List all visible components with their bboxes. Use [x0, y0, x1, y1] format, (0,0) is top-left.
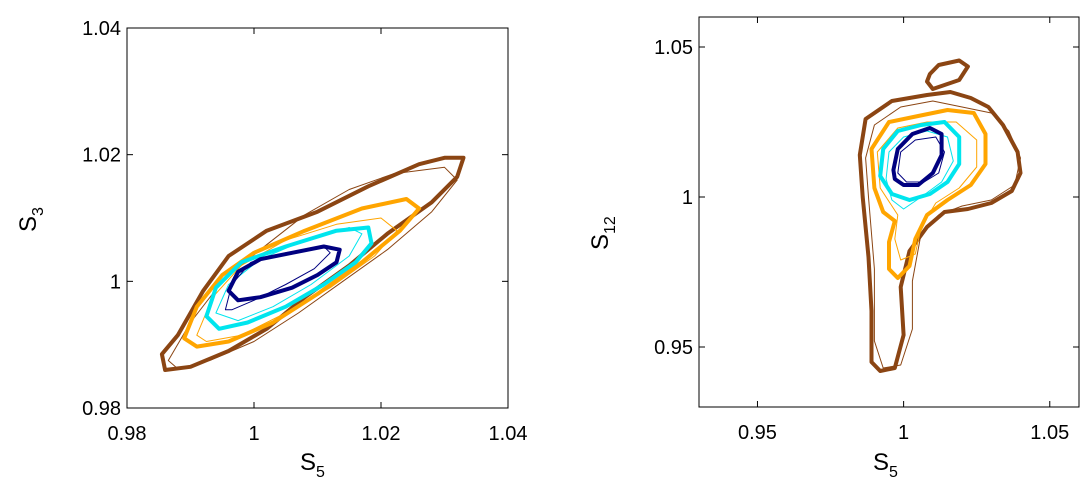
x-tick-label: 1.04 — [489, 423, 528, 445]
y-tick-label: 1.04 — [82, 18, 121, 40]
contour-line — [196, 217, 398, 342]
contour-line — [224, 246, 331, 311]
contour-line — [869, 108, 988, 280]
contour-line — [885, 130, 954, 210]
left-plot-frame — [126, 27, 509, 409]
right-contour-panel: 0.95 1 1.05 0.95 1 1.05 S5 S12 — [587, 16, 1080, 481]
x-tick-label: 1 — [898, 422, 909, 444]
contour-line — [215, 227, 363, 322]
contour-line — [159, 155, 466, 372]
contour-line — [897, 136, 945, 183]
contour-line — [878, 120, 962, 202]
contour-line — [226, 244, 342, 303]
right-contour-lines — [857, 58, 1023, 373]
right-axis-ticks: 0.95 1 1.05 0.95 1 1.05 — [654, 17, 1079, 444]
y-tick-label: 0.98 — [82, 398, 121, 420]
right-plot-frame — [698, 16, 1080, 408]
y-tick-label: 0.95 — [654, 337, 693, 359]
right-y-axis-label: S12 — [587, 216, 619, 250]
left-contour-lines — [159, 155, 466, 372]
x-tick-label: 1.05 — [1030, 422, 1069, 444]
contour-line — [204, 225, 374, 331]
y-tick-label: 1.05 — [654, 37, 693, 59]
y-tick-label: 1 — [110, 271, 121, 293]
x-tick-label: 1 — [248, 423, 259, 445]
x-tick-label: 0.95 — [738, 422, 777, 444]
contour-line — [865, 100, 1021, 369]
contour-line — [925, 58, 970, 91]
right-x-axis-label: S5 — [873, 449, 898, 481]
y-tick-label: 1 — [682, 187, 693, 209]
left-contour-panel: 0.98 1 1.02 1.04 0.98 1 1.02 1.04 S5 S3 — [15, 18, 527, 481]
left-y-axis-label: S3 — [15, 207, 47, 232]
x-tick-label: 1.02 — [362, 423, 401, 445]
left-x-axis-label: S5 — [300, 449, 325, 481]
y-tick-label: 1.02 — [82, 145, 121, 167]
x-tick-label: 0.98 — [108, 423, 147, 445]
contour-line — [167, 166, 458, 370]
contour-line — [182, 197, 422, 349]
contour-line — [857, 90, 1023, 373]
left-axis-ticks: 0.98 1 1.02 1.04 0.98 1 1.02 1.04 — [82, 18, 527, 445]
contour-line — [891, 126, 944, 187]
contour-line — [876, 121, 978, 261]
